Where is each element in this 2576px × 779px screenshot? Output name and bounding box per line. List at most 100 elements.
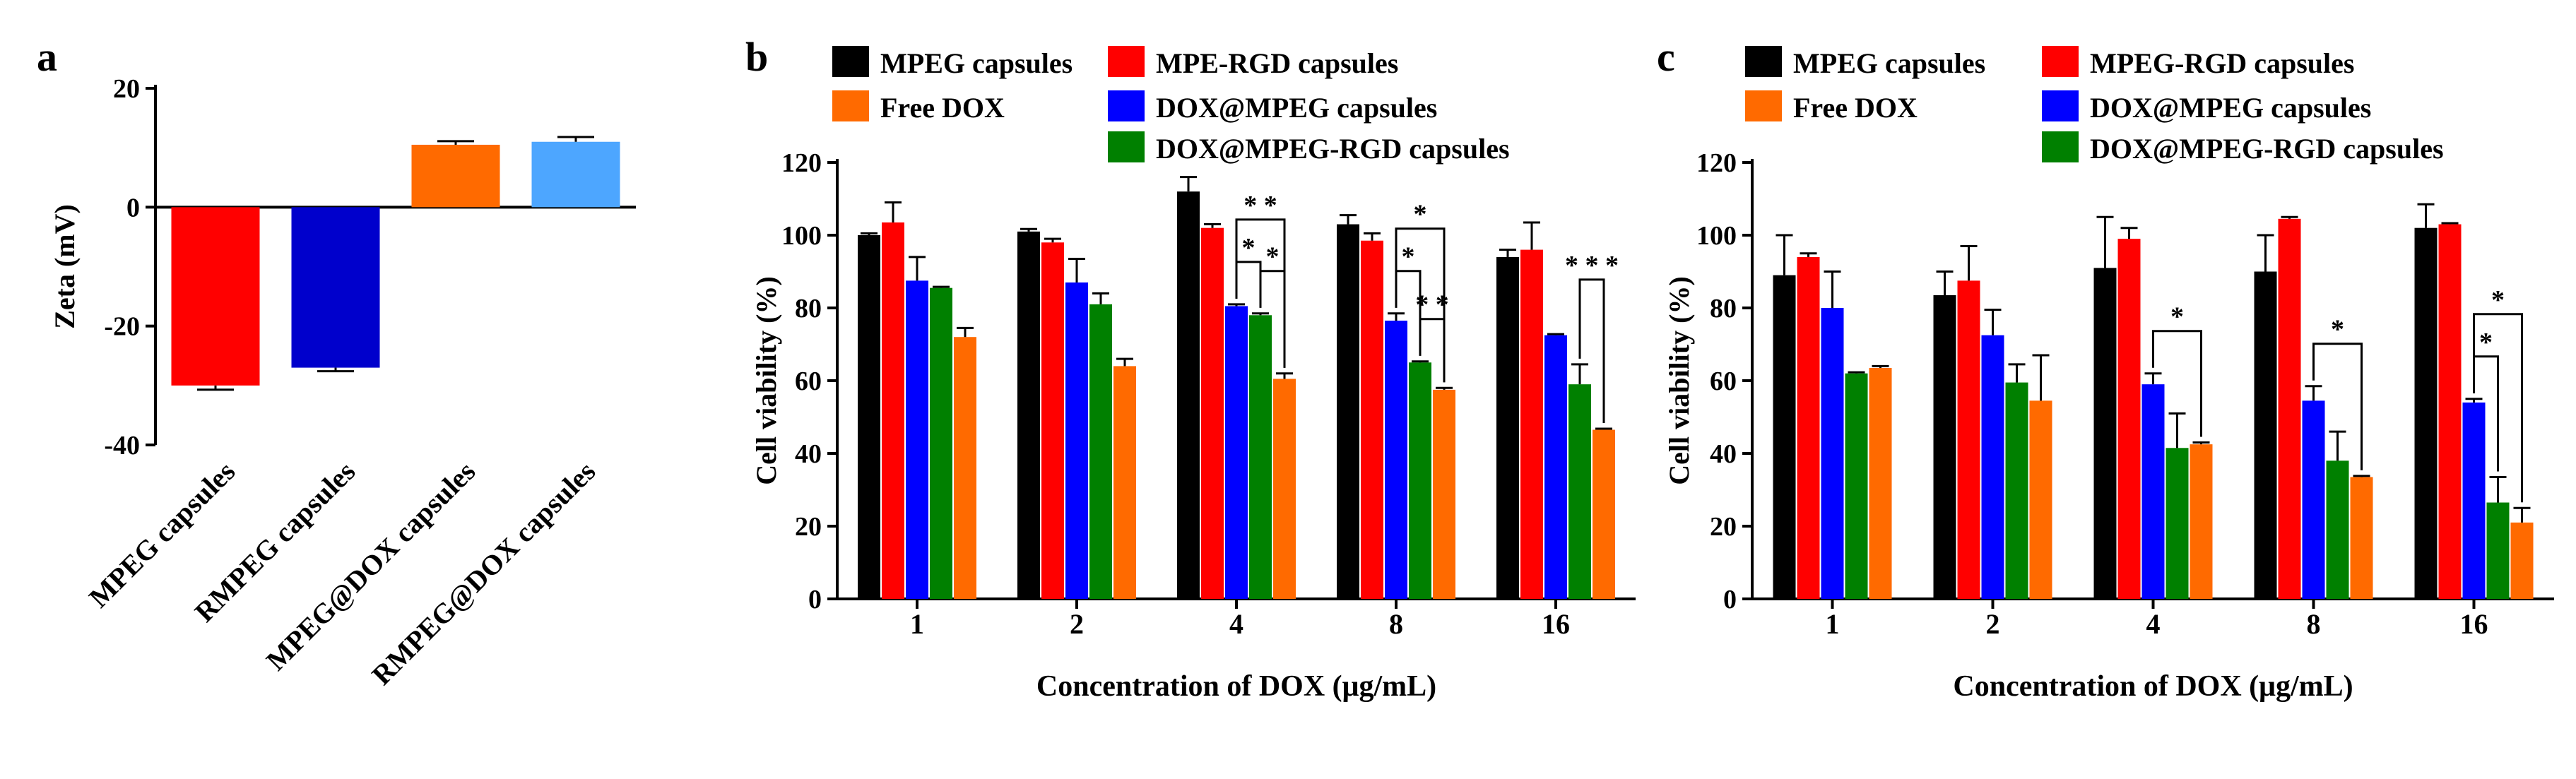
bar-2-3 [2166, 448, 2189, 599]
legend-swatch-4 [832, 90, 869, 121]
y-tick-label: 20 [1710, 512, 1737, 542]
x-axis-label: Concentration of DOX (μg/mL) [1953, 670, 2353, 703]
bar-2-1 [1201, 227, 1224, 599]
bar-3-1 [2278, 218, 2301, 599]
legend-swatch-2 [1108, 90, 1145, 121]
bar-3-3 [1409, 362, 1431, 599]
significance-label: * [1242, 233, 1255, 263]
legend-swatch-4 [1745, 90, 1782, 121]
y-tick-label: 60 [795, 367, 822, 396]
legend-swatch-0 [832, 46, 869, 77]
x-axis-label: Concentration of DOX (μg/mL) [1036, 670, 1436, 703]
bar-0-3 [1845, 373, 1868, 599]
legend-label-2: DOX@MPEG capsules [1156, 92, 1437, 124]
significance-bracket [1259, 270, 1286, 368]
bar-0-0 [1773, 275, 1796, 599]
y-axis-label: Zeta (mV) [49, 204, 81, 329]
bar-2-4 [2190, 444, 2213, 599]
significance-bracket [1235, 261, 1262, 308]
significance-label: * * * [1565, 251, 1619, 280]
legend-swatch-3 [2042, 131, 2079, 162]
bar-0-2 [1821, 308, 1844, 599]
legend-label-3: DOX@MPEG-RGD capsules [1156, 133, 1510, 165]
panel-label: c [1657, 34, 1675, 80]
significance-bracket [1578, 278, 1605, 423]
y-tick-label: 40 [1710, 439, 1737, 469]
significance-label: * [2491, 285, 2505, 315]
y-tick-label: -20 [104, 312, 140, 342]
bar-3-3 [2326, 460, 2349, 599]
bar-0-2 [906, 280, 928, 599]
x-tick-label: 16 [1542, 608, 1570, 640]
bar-4-4 [1593, 429, 1615, 599]
y-tick-label: 20 [113, 74, 140, 104]
legend-label-0: MPEG capsules [880, 47, 1073, 79]
legend-swatch-0 [1745, 46, 1782, 77]
bar-0-0 [858, 235, 880, 599]
x-tick-label: 1 [1826, 608, 1840, 640]
bar-3-4 [2350, 477, 2373, 599]
y-tick-label: 40 [795, 439, 822, 469]
bar-0-1 [882, 222, 904, 600]
legend-label-4: Free DOX [880, 92, 1005, 124]
y-tick-label: 0 [126, 193, 140, 222]
bar-3-0 [1337, 224, 1359, 599]
legend-swatch-3 [1108, 131, 1145, 162]
y-tick-label: 0 [1723, 585, 1737, 614]
bar [291, 207, 380, 368]
x-tick-label: 4 [2146, 608, 2161, 640]
bar [531, 141, 620, 208]
legend-swatch-1 [1108, 46, 1145, 77]
x-tick-label: 8 [2307, 608, 2321, 640]
significance-label: * * [1415, 290, 1449, 320]
x-tick-label: 4 [1229, 608, 1243, 640]
bar-1-0 [1017, 231, 1040, 600]
x-tick-label: MPEG@DOX capsules [260, 456, 481, 677]
significance-bracket [2473, 313, 2523, 503]
bar-3-2 [1385, 321, 1407, 599]
significance-label: * [2170, 302, 2184, 332]
bar-1-3 [2005, 382, 2028, 599]
legend-swatch-1 [2042, 46, 2079, 77]
bar-1-1 [1957, 280, 1980, 599]
bar-0-1 [1797, 256, 1820, 599]
significance-label: * * [1243, 191, 1277, 220]
panel-label: a [37, 34, 57, 80]
bar-4-2 [2462, 402, 2486, 599]
bar-4-2 [1544, 335, 1567, 599]
y-axis-label: Cell viability (%) [750, 276, 782, 485]
bar-4-0 [1496, 256, 1519, 599]
bar-1-4 [2029, 400, 2052, 599]
significance-bracket [1395, 270, 1422, 356]
bar-4-1 [1520, 249, 1543, 599]
y-tick-label: 20 [795, 512, 822, 542]
y-axis-label: Cell viability (%) [1663, 276, 1695, 485]
x-tick-label: 2 [1986, 608, 2000, 640]
significance-label: * [1414, 200, 1427, 230]
bar-2-0 [2093, 268, 2117, 599]
y-tick-label: 120 [1696, 148, 1737, 178]
legend-label-3: DOX@MPEG-RGD capsules [2090, 133, 2444, 165]
panel-label: b [745, 34, 768, 80]
bar-1-1 [1041, 242, 1064, 599]
bar-1-3 [1089, 304, 1112, 599]
y-tick-label: 120 [781, 148, 822, 178]
bar-1-2 [1981, 335, 2004, 599]
significance-label: * [2479, 328, 2493, 357]
bar-3-0 [2254, 271, 2277, 599]
bar [411, 144, 500, 208]
legend-label-1: MPE-RGD capsules [1156, 47, 1398, 79]
panel-b-chart: b 0 20 40 60 80 100 120 Cell viability (%) Concen… [745, 34, 1636, 703]
legend-label-1: MPEG-RGD capsules [2090, 47, 2354, 79]
significance-bracket [1395, 227, 1446, 383]
significance-label: * [2331, 315, 2344, 345]
legend-swatch-2 [2042, 90, 2079, 121]
x-tick-label: 16 [2460, 608, 2488, 640]
bar-1-0 [1933, 295, 1956, 599]
bar-2-2 [2141, 384, 2165, 599]
bar-4-3 [1568, 384, 1591, 599]
x-tick-label: 8 [1389, 608, 1403, 640]
y-tick-label: -40 [104, 431, 140, 460]
bar-0-4 [954, 337, 976, 599]
